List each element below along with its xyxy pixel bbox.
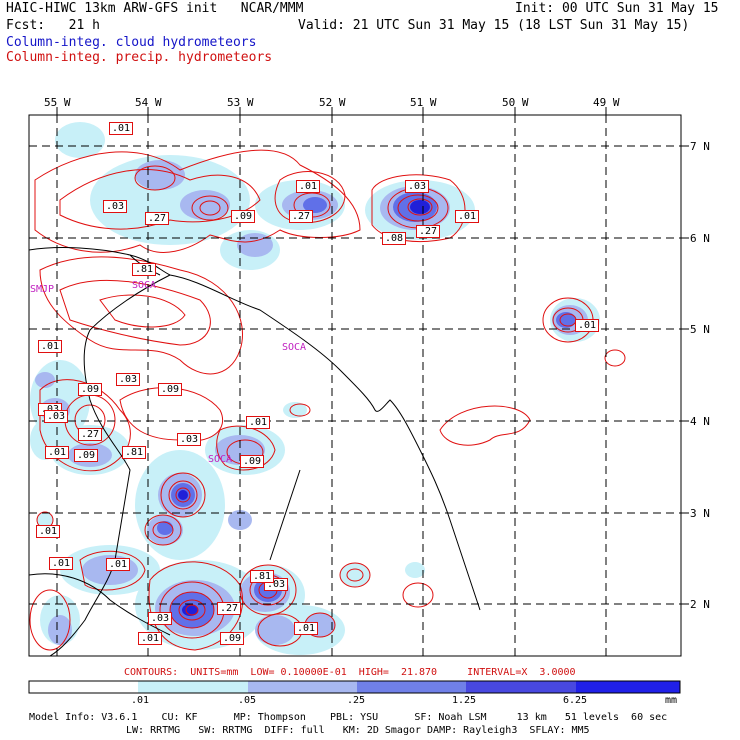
contour-value-label: .09 [74,449,99,462]
contour-value-label: .27 [289,210,314,223]
contour-value-label: .81 [250,570,275,583]
lon-label: 49 W [593,96,620,109]
lat-label: 7 N [690,140,710,153]
contour-value-label: .09 [158,383,183,396]
model-info-line-1: Model Info: V3.6.1 CU: KF MP: Thompson P… [29,712,668,723]
contour-value-label: .03 [116,373,141,386]
contour-value-label: .27 [416,225,441,238]
contour-value-label: .03 [103,200,128,213]
contour-value-label: .27 [217,602,242,615]
contour-value-label: .01 [575,319,600,332]
lat-label: 5 N [690,323,710,336]
header-forecast-hour: Fcst: 21 h [6,18,100,33]
contour-value-label: .01 [36,525,61,538]
contour-value-label: .03 [405,180,430,193]
lat-label: 3 N [690,507,710,520]
lat-lon-grid [29,115,681,656]
contour-value-label: .01 [38,340,63,353]
scale-label: .25 [347,695,366,706]
contour-value-label: .27 [78,428,103,441]
lat-label: 4 N [690,415,710,428]
contour-value-label: .03 [264,578,289,591]
contour-value-label: .09 [231,210,256,223]
map-frame [28,114,682,657]
legend-precip-hydrometeors: Column-integ. precip. hydrometeors [6,50,273,65]
contour-value-label: .81 [122,446,147,459]
station-label-soca: SOCA [132,280,157,291]
station-label-smjp: SMJP [30,284,55,295]
contour-value-label: .01 [109,122,134,135]
station-label-soca: SOCA [282,342,307,353]
model-info-line-2: LW: RRTMG SW: RRTMG DIFF: full KM: 2D Sm… [126,725,590,736]
tick-marks [56,107,689,605]
header-valid-time: Valid: 21 UTC Sun 31 May 15 (18 LST Sun … [298,18,690,33]
header-init-time: Init: 00 UTC Sun 31 May 15 [515,1,719,16]
contour-value-label: .08 [382,232,407,245]
scale-label: 6.25 [563,695,588,706]
lon-label: 54 W [135,96,162,109]
contour-value-label: .01 [49,557,74,570]
lat-label: 2 N [690,598,710,611]
contour-value-label: .09 [220,632,245,645]
contour-value-label: .27 [145,212,170,225]
scale-label: .05 [238,695,257,706]
contour-value-label: .01 [45,446,70,459]
lon-label: 53 W [227,96,254,109]
lon-label: 55 W [44,96,71,109]
contour-value-label: .81 [132,263,157,276]
contour-value-label: .01 [455,210,480,223]
scale-unit: mm [665,695,678,706]
contour-value-label: .01 [294,622,319,635]
contours-note: CONTOURS: UNITS=mm LOW= 0.10000E-01 HIGH… [124,667,576,678]
contour-value-label: .03 [44,410,69,423]
lon-label: 50 W [502,96,529,109]
contour-value-label: .01 [138,632,163,645]
lon-label: 52 W [319,96,346,109]
lat-label: 6 N [690,232,710,245]
contour-value-label: .01 [106,558,131,571]
scale-label: .01 [131,695,150,706]
header-title: HAIC-HIWC 13km ARW-GFS init NCAR/MMM [6,1,304,16]
lon-label: 51 W [410,96,437,109]
legend-cloud-hydrometeors: Column-integ. cloud hydrometeors [6,35,257,50]
contour-value-label: .01 [246,416,271,429]
station-label-soca: SOCA [208,454,233,465]
contour-value-label: .01 [296,180,321,193]
contour-value-label: .09 [240,455,265,468]
contour-value-label: .03 [177,433,202,446]
contour-value-label: .09 [78,383,103,396]
contour-value-label: .03 [148,612,173,625]
scale-label: 1.25 [452,695,477,706]
